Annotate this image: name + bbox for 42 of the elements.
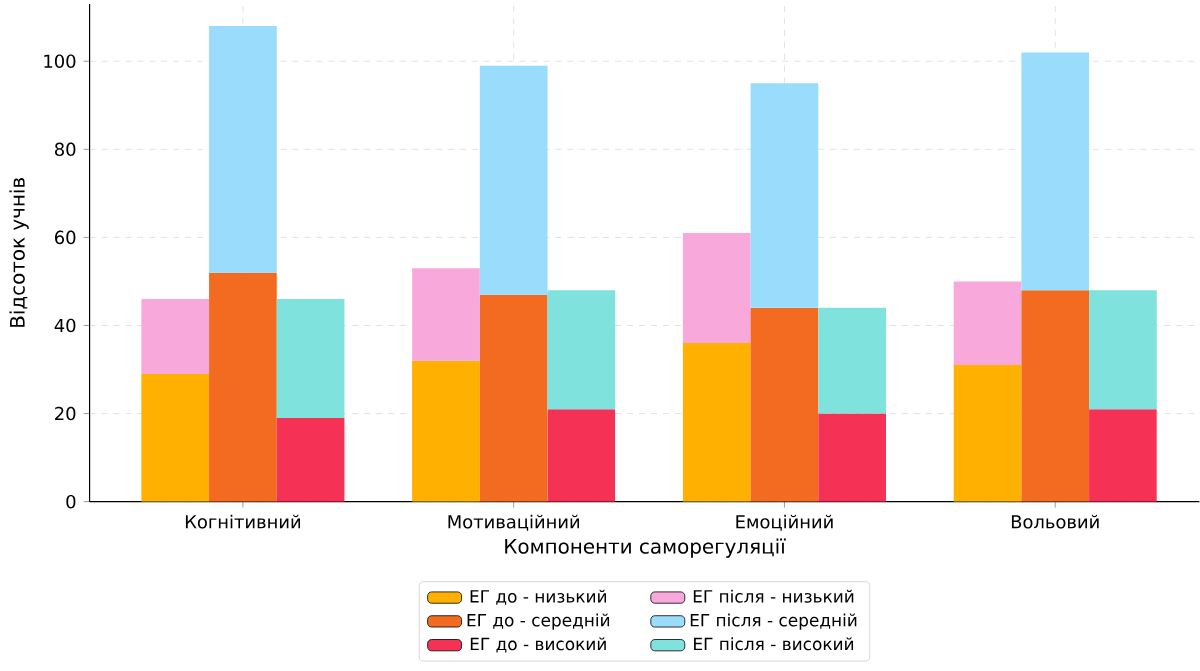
bar [750,307,819,502]
bar [682,233,751,344]
bar [1021,290,1090,502]
bar [276,299,345,419]
y-tick-label: 20 [55,406,76,421]
bar [209,26,277,273]
legend-label: ЕГ після - середній [690,613,857,630]
y-axis-title: Відсоток учнів [9,178,29,327]
y-tick-label: 0 [66,494,76,509]
bar [547,409,616,502]
bar [1089,290,1157,410]
x-axis-title: Компоненти саморегуляції [505,538,786,558]
bar [479,65,548,295]
bar [682,343,751,502]
bar [818,307,886,414]
bar [412,268,480,361]
y-tick-label: 60 [55,230,76,245]
bar [953,281,1022,366]
bar [1089,409,1157,502]
bar [276,418,345,502]
legend-label: ЕГ після - високий [694,637,854,651]
bar [750,83,819,308]
x-tick-label: Мотиваційний [448,514,580,531]
x-tick-label: Емоційний [736,514,833,531]
x-tick-label: Вольовий [1011,514,1099,529]
bar [818,413,886,502]
y-tick-label: 100 [44,54,76,69]
y-tick-label: 80 [55,142,76,157]
bar [953,365,1022,502]
bar [1021,52,1090,291]
x-tick-label: Когнітивний [185,514,301,529]
legend-label: ЕГ до - високий [470,637,606,653]
bar [209,272,277,502]
bar [141,373,210,502]
bar [479,294,548,502]
y-tick-label: 40 [54,318,76,333]
bar [141,299,210,374]
legend-label: ЕГ після - низький [693,589,854,603]
legend-label: ЕГ до - середній [467,613,610,630]
bar [412,360,480,502]
bar [547,290,616,410]
legend-label: ЕГ до - низький [470,589,607,605]
